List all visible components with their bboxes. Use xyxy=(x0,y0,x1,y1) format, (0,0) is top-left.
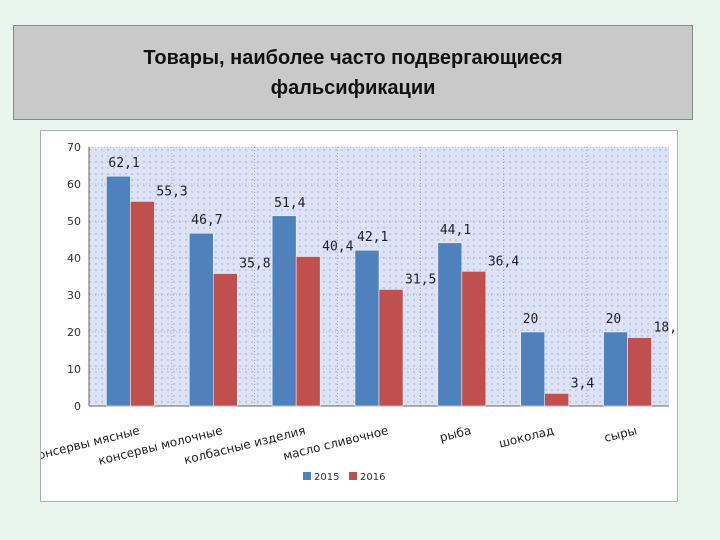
y-tick-label: 30 xyxy=(67,289,81,302)
y-tick-label: 20 xyxy=(67,326,81,339)
data-label-2016-4: 31,5 xyxy=(405,272,436,287)
data-label-2015-2: 46,7 xyxy=(191,213,222,228)
bar-2015-5 xyxy=(437,242,463,407)
data-label-2015-6: 20 xyxy=(523,312,539,327)
legend: 2015 2016 xyxy=(303,472,385,483)
legend-swatch-2016 xyxy=(349,472,357,480)
bar-2015-1 xyxy=(106,175,131,407)
data-label-2015-1: 62,1 xyxy=(108,156,139,171)
bar-chart: 0 10 20 30 40 50 60 70 62,1 55,3 46,7 35,8 51,4 40,4… xyxy=(41,141,677,483)
y-tick-label: 70 xyxy=(67,141,81,154)
bar-2015-7 xyxy=(603,331,628,407)
category-label-6: шоколад xyxy=(497,423,555,450)
bar-2016-7 xyxy=(627,337,652,407)
data-label-2016-6: 3,4 xyxy=(571,376,595,391)
data-label-2015-4: 42,1 xyxy=(357,230,388,245)
bar-2015-2 xyxy=(189,232,214,407)
bar-2015-6 xyxy=(520,331,545,407)
data-label-2015-3: 51,4 xyxy=(274,196,305,211)
y-tick-label: 0 xyxy=(74,400,81,413)
data-label-2016-2: 35,8 xyxy=(239,257,270,272)
category-label-7: сыры xyxy=(603,423,639,445)
category-label-5: рыба xyxy=(438,423,472,444)
data-labels: 62,1 55,3 46,7 35,8 51,4 40,4 42,1 31,5 44,1 36,4… xyxy=(108,156,677,391)
bar-2016-2 xyxy=(213,273,238,407)
chart-frame: 0 10 20 30 40 50 60 70 62,1 55,3 46,7 35,8 51,4 40,4… xyxy=(40,130,678,502)
bar-2015-3 xyxy=(271,215,297,407)
data-label-2015-7: 20 xyxy=(606,312,622,327)
data-label-2016-5: 36,4 xyxy=(488,254,519,269)
data-label-2015-5: 44,1 xyxy=(440,223,471,238)
y-tick-label: 50 xyxy=(67,215,81,228)
data-label-2016-1: 55,3 xyxy=(156,184,187,199)
y-tick-label: 10 xyxy=(67,363,81,376)
legend-swatch-2015 xyxy=(303,472,311,480)
bar-2016-4 xyxy=(378,289,404,407)
slide-title: Товары, наиболее часто подвергающиеся фа… xyxy=(143,46,563,99)
bar-2016-5 xyxy=(461,271,487,407)
bar-2016-1 xyxy=(130,201,155,407)
grid-lines xyxy=(89,146,669,406)
legend-label-2016: 2016 xyxy=(360,472,385,483)
y-tick-label: 40 xyxy=(67,252,81,265)
bar-2016-6 xyxy=(544,393,569,407)
data-label-2016-7: 18,5 xyxy=(654,321,677,336)
data-label-2016-3: 40,4 xyxy=(322,240,353,255)
slide-title-box: Товары, наиболее часто подвергающиеся фа… xyxy=(13,25,693,120)
bar-2015-4 xyxy=(354,249,380,407)
legend-label-2015: 2015 xyxy=(314,472,339,483)
bar-2016-3 xyxy=(295,256,321,407)
y-tick-label: 60 xyxy=(67,178,81,191)
bars xyxy=(106,175,652,407)
